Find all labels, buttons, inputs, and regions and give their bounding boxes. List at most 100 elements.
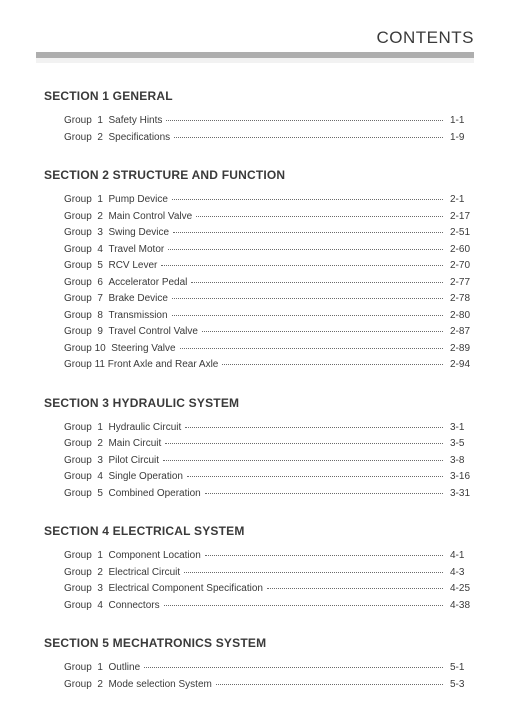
page-number: 2-17: [446, 209, 474, 226]
toc-row: Group 4 Single Operation3-16: [64, 469, 474, 486]
group-prefix: Group 1: [64, 192, 108, 209]
toc-row: Group 3 Pilot Circuit3-8: [64, 453, 474, 470]
group-list: Group 1 Safety Hints 1-1 Group 2 Specifi…: [44, 113, 474, 146]
leader-dots: [205, 493, 443, 494]
group-prefix: Group 3: [64, 225, 108, 242]
group-list: Group 1 Hydraulic Circuit 3-1 Group 2 Mai…: [44, 420, 474, 503]
group-prefix: Group 4: [64, 598, 108, 615]
group-name: Accelerator Pedal: [108, 275, 189, 292]
leader-dots: [173, 232, 443, 233]
page-number: 5-1: [446, 660, 474, 677]
group-prefix: Group 10: [64, 341, 111, 358]
group-prefix: Group 1: [64, 113, 108, 130]
page-number: 2-89: [446, 341, 474, 358]
group-prefix: Group 8: [64, 308, 108, 325]
page-number: 4-3: [446, 565, 474, 582]
toc-row: Group 1 Outline5-1: [64, 660, 474, 677]
group-prefix: Group 4: [64, 242, 108, 259]
page-number: 3-16: [446, 469, 474, 486]
group-name: Combined Operation: [108, 486, 202, 503]
group-name: Main Control Valve: [108, 209, 194, 226]
toc-row: Group 9 Travel Control Valve2-87: [64, 324, 474, 341]
page-number: 4-38: [446, 598, 474, 615]
page-number: 2-78: [446, 291, 474, 308]
leader-dots: [187, 476, 443, 477]
group-prefix: Group 2: [64, 209, 108, 226]
page-title: CONTENTS: [36, 28, 474, 48]
header-bar: [36, 52, 474, 63]
leader-dots: [161, 265, 443, 266]
group-prefix: Group 7: [64, 291, 108, 308]
toc-row: Group 1 Safety Hints 1-1: [64, 113, 474, 130]
leader-dots: [166, 120, 443, 121]
toc-row: Group 6 Accelerator Pedal 2-77: [64, 275, 474, 292]
group-prefix: Group 3: [64, 581, 108, 598]
section-block: SECTION 1 GENERAL Group 1 Safety Hints 1…: [44, 89, 474, 146]
group-list: Group 1 Outline5-1 Group 2 Mode selectio…: [44, 660, 474, 693]
page-number: 3-1: [446, 420, 474, 437]
group-prefix: Group 9: [64, 324, 108, 341]
header: CONTENTS: [0, 0, 510, 63]
page-number: 2-51: [446, 225, 474, 242]
leader-dots: [185, 427, 443, 428]
group-prefix: Group 2: [64, 130, 108, 147]
page-number: 3-8: [446, 453, 474, 470]
toc-row: Group 2 Electrical Circuit 4-3: [64, 565, 474, 582]
group-name: Electrical Circuit: [108, 565, 182, 582]
section-title: SECTION 5 MECHATRONICS SYSTEM: [44, 636, 474, 650]
page-number: 2-77: [446, 275, 474, 292]
section-block: SECTION 3 HYDRAULIC SYSTEM Group 1 Hydra…: [44, 396, 474, 503]
section-title: SECTION 3 HYDRAULIC SYSTEM: [44, 396, 474, 410]
toc-row: Group 8 Transmission2-80: [64, 308, 474, 325]
group-name: Hydraulic Circuit: [108, 420, 183, 437]
page-number: 2-70: [446, 258, 474, 275]
toc-row: Group 7 Brake Device2-78: [64, 291, 474, 308]
page-number: 2-80: [446, 308, 474, 325]
group-prefix: Group 2: [64, 565, 108, 582]
toc-row: Group 10 Steering Valve2-89: [64, 341, 474, 358]
page-number: 2-87: [446, 324, 474, 341]
leader-dots: [165, 443, 443, 444]
page-number: 1-1: [446, 113, 474, 130]
toc-row: Group 3 Electrical Component Specificati…: [64, 581, 474, 598]
section-title: SECTION 1 GENERAL: [44, 89, 474, 103]
group-prefix: Group 4: [64, 469, 108, 486]
group-prefix: Group 1: [64, 420, 108, 437]
leader-dots: [164, 605, 443, 606]
toc-content: SECTION 1 GENERAL Group 1 Safety Hints 1…: [0, 63, 510, 693]
page-number: 1-9: [446, 130, 474, 147]
leader-dots: [202, 331, 443, 332]
leader-dots: [196, 216, 443, 217]
page-number: 2-94: [446, 357, 474, 374]
toc-row: Group 2 Specifications 1-9: [64, 130, 474, 147]
group-name: Electrical Component Specification: [108, 581, 265, 598]
group-list: Group 1 Pump Device2-1 Group 2 Main Cont…: [44, 192, 474, 374]
page-number: 3-5: [446, 436, 474, 453]
group-prefix: Group 11: [64, 357, 108, 374]
toc-row: Group 5 RCV Lever2-70: [64, 258, 474, 275]
leader-dots: [191, 282, 443, 283]
section-title: SECTION 4 ELECTRICAL SYSTEM: [44, 524, 474, 538]
group-name: Front Axle and Rear Axle: [108, 357, 221, 374]
group-name: Main Circuit: [108, 436, 163, 453]
toc-row: Group 11 Front Axle and Rear Axle 2-94: [64, 357, 474, 374]
group-name: Component Location: [108, 548, 202, 565]
toc-row: Group 4 Connectors4-38: [64, 598, 474, 615]
group-name: Specifications: [108, 130, 172, 147]
group-prefix: Group 5: [64, 486, 108, 503]
section-title: SECTION 2 STRUCTURE AND FUNCTION: [44, 168, 474, 182]
group-name: Pump Device: [108, 192, 169, 209]
leader-dots: [172, 199, 443, 200]
group-prefix: Group 6: [64, 275, 108, 292]
group-prefix: Group 2: [64, 436, 108, 453]
page-number: 4-1: [446, 548, 474, 565]
group-name: Pilot Circuit: [108, 453, 161, 470]
section-block: SECTION 2 STRUCTURE AND FUNCTION Group 1…: [44, 168, 474, 374]
toc-row: Group 2 Main Circuit 3-5: [64, 436, 474, 453]
page-number: 3-31: [446, 486, 474, 503]
group-prefix: Group 1: [64, 548, 108, 565]
leader-dots: [216, 684, 443, 685]
group-list: Group 1 Component Location 4-1 Group 2 El…: [44, 548, 474, 614]
group-name: Outline: [108, 660, 142, 677]
group-name: Travel Motor: [108, 242, 166, 259]
